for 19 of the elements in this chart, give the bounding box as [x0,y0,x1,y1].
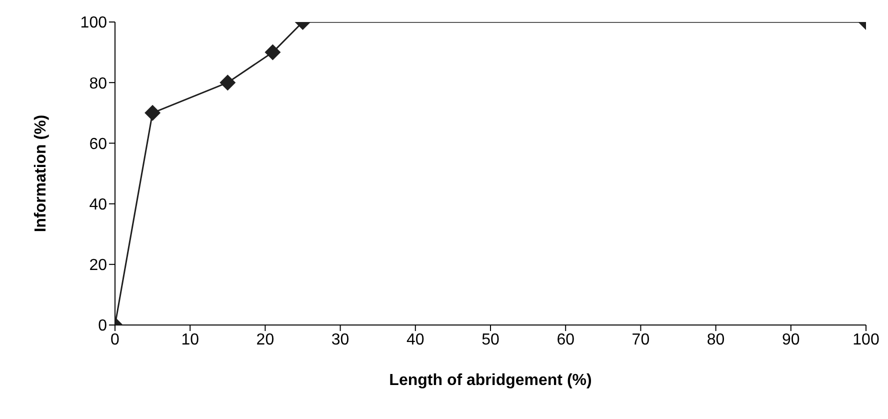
x-tick-label: 50 [482,331,500,348]
y-tick-label: 100 [80,14,108,32]
x-axis-title: Length of abridgement (%) [389,372,592,389]
x-tick-label: 40 [406,331,424,348]
x-tick-label: 100 [852,331,880,348]
y-tick-label: 80 [89,75,108,92]
y-tick-label: 20 [89,257,108,274]
x-tick-label: 20 [256,331,274,348]
y-axis-title: Information (%) [32,114,50,232]
x-tick-label: 0 [110,331,120,348]
x-tick-label: 60 [556,331,575,348]
x-tick-label: 30 [331,331,350,348]
y-tick-label: 60 [89,136,108,153]
x-tick-label: 70 [632,331,650,348]
y-tick-label: 40 [89,196,108,214]
x-tick-label: 90 [782,331,800,348]
x-tick-label: 10 [181,331,200,348]
y-tick-label: 0 [98,318,108,335]
x-tick-label: 80 [706,331,725,348]
